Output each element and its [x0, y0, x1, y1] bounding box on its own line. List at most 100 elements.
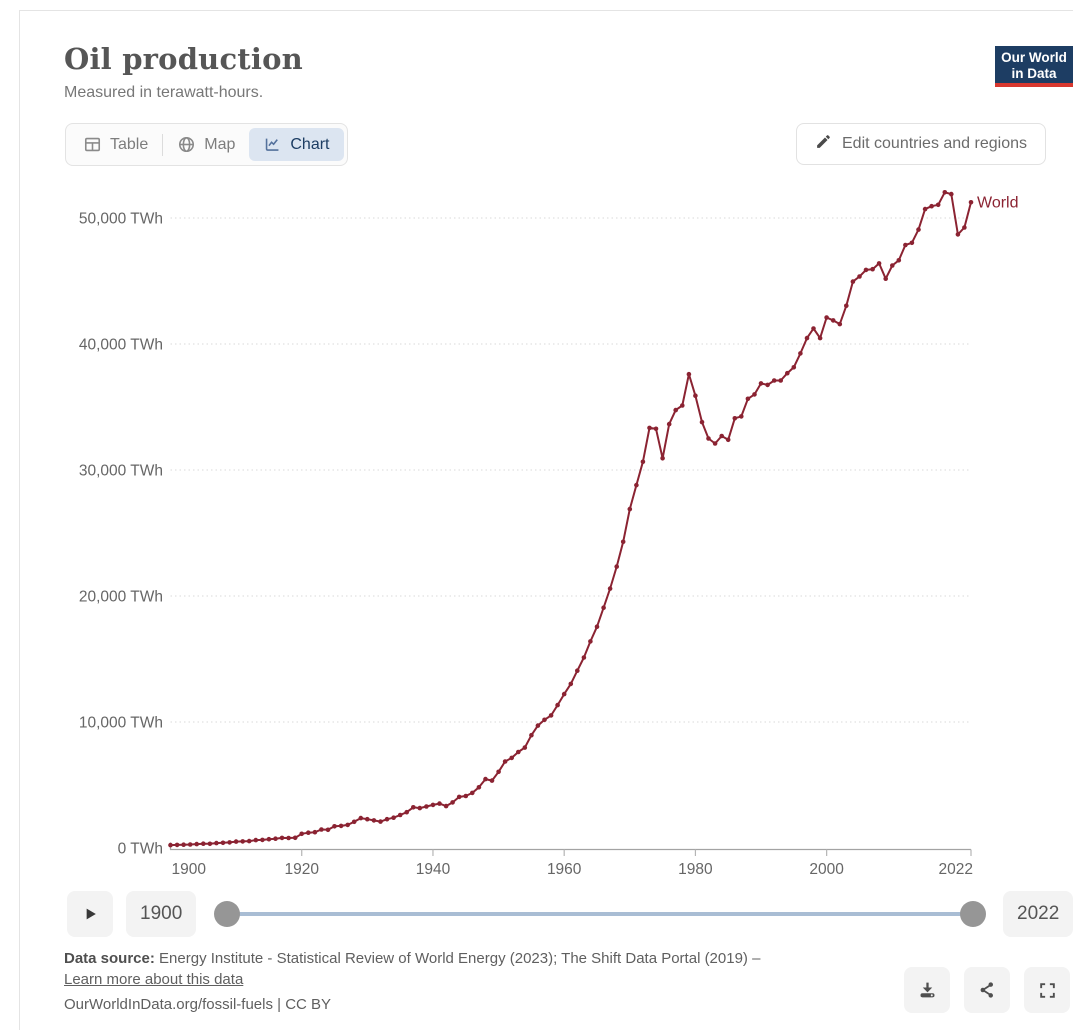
data-point[interactable]: [174, 842, 180, 848]
data-point[interactable]: [542, 717, 547, 723]
data-point[interactable]: [456, 794, 462, 800]
data-point[interactable]: [929, 203, 934, 209]
data-point[interactable]: [246, 838, 252, 844]
data-point[interactable]: [922, 206, 928, 212]
data-point[interactable]: [765, 382, 770, 388]
data-point[interactable]: [634, 482, 639, 488]
data-point[interactable]: [187, 842, 193, 847]
data-point[interactable]: [830, 318, 836, 323]
data-point[interactable]: [863, 267, 869, 273]
data-point[interactable]: [883, 276, 888, 282]
data-point[interactable]: [725, 437, 731, 443]
data-point[interactable]: [535, 723, 541, 728]
data-point[interactable]: [752, 392, 757, 397]
data-point[interactable]: [811, 326, 816, 331]
data-point[interactable]: [529, 732, 534, 738]
data-point[interactable]: [292, 835, 298, 841]
timeline-track[interactable]: [227, 912, 973, 916]
timeline-end-year[interactable]: 2022: [1003, 891, 1073, 937]
data-point[interactable]: [824, 315, 829, 320]
line-chart[interactable]: 0 TWh 10,000 TWh 20,000 TWh 30,000 TWh 40,00…: [20, 171, 1073, 886]
data-point[interactable]: [378, 819, 383, 824]
data-point[interactable]: [345, 822, 351, 828]
timeline-handle-end[interactable]: [960, 901, 986, 927]
data-point[interactable]: [614, 564, 619, 569]
data-point[interactable]: [686, 371, 692, 377]
data-point[interactable]: [601, 605, 606, 610]
data-point[interactable]: [844, 303, 849, 309]
data-point[interactable]: [712, 441, 718, 446]
data-point[interactable]: [693, 393, 698, 399]
data-point[interactable]: [870, 266, 875, 272]
data-point[interactable]: [968, 200, 974, 205]
data-point[interactable]: [371, 818, 377, 823]
data-point[interactable]: [253, 837, 259, 843]
data-point[interactable]: [516, 749, 521, 755]
data-point[interactable]: [201, 841, 206, 846]
data-point[interactable]: [470, 790, 475, 796]
data-point[interactable]: [168, 842, 173, 848]
share-button[interactable]: [964, 967, 1010, 1013]
play-button[interactable]: [67, 891, 113, 937]
data-point[interactable]: [384, 816, 390, 822]
data-point[interactable]: [890, 263, 895, 268]
data-point[interactable]: [706, 436, 711, 441]
fullscreen-button[interactable]: [1024, 967, 1070, 1013]
data-point[interactable]: [404, 809, 410, 815]
data-point[interactable]: [804, 335, 810, 341]
data-point[interactable]: [955, 232, 961, 237]
data-point[interactable]: [286, 835, 291, 841]
data-point[interactable]: [233, 839, 239, 844]
data-point[interactable]: [397, 812, 403, 818]
tab-chart[interactable]: Chart: [249, 128, 344, 161]
data-point[interactable]: [411, 805, 416, 810]
data-point[interactable]: [673, 407, 678, 413]
data-point[interactable]: [260, 837, 265, 843]
timeline-start-year[interactable]: 1900: [126, 891, 197, 937]
data-point[interactable]: [227, 840, 232, 845]
data-point[interactable]: [568, 681, 574, 687]
data-point[interactable]: [443, 803, 449, 809]
data-point[interactable]: [417, 805, 423, 811]
data-point[interactable]: [916, 227, 921, 232]
data-point[interactable]: [273, 836, 278, 841]
data-point[interactable]: [207, 841, 213, 847]
data-point[interactable]: [640, 459, 646, 465]
data-point[interactable]: [351, 819, 357, 825]
data-point[interactable]: [575, 668, 580, 673]
data-point[interactable]: [594, 624, 600, 629]
data-point[interactable]: [771, 378, 777, 383]
data-point[interactable]: [647, 425, 652, 431]
data-point[interactable]: [424, 804, 429, 809]
data-point[interactable]: [299, 831, 305, 837]
data-point[interactable]: [732, 416, 738, 421]
data-point[interactable]: [496, 769, 501, 775]
data-point[interactable]: [437, 801, 442, 806]
data-point[interactable]: [312, 829, 318, 835]
data-point[interactable]: [240, 839, 245, 844]
data-point[interactable]: [620, 539, 626, 545]
data-point[interactable]: [581, 655, 587, 660]
data-point[interactable]: [338, 823, 344, 829]
data-point[interactable]: [483, 776, 488, 782]
download-button[interactable]: [904, 967, 950, 1013]
edit-countries-button[interactable]: Edit countries and regions: [796, 123, 1046, 165]
data-point[interactable]: [555, 702, 560, 708]
data-point[interactable]: [666, 421, 672, 427]
data-point[interactable]: [962, 225, 967, 230]
data-point[interactable]: [450, 800, 455, 805]
data-point[interactable]: [660, 456, 665, 461]
learn-more-link[interactable]: Learn more about this data: [64, 971, 244, 988]
data-point[interactable]: [850, 279, 856, 284]
data-point[interactable]: [942, 190, 948, 195]
data-point[interactable]: [522, 745, 528, 750]
data-point[interactable]: [266, 836, 272, 842]
data-point[interactable]: [837, 321, 843, 327]
data-point[interactable]: [719, 433, 724, 439]
data-point[interactable]: [220, 840, 226, 846]
data-point[interactable]: [181, 842, 186, 847]
data-point[interactable]: [325, 827, 331, 833]
data-point[interactable]: [903, 242, 908, 248]
data-point[interactable]: [896, 258, 902, 263]
data-point[interactable]: [588, 639, 593, 644]
